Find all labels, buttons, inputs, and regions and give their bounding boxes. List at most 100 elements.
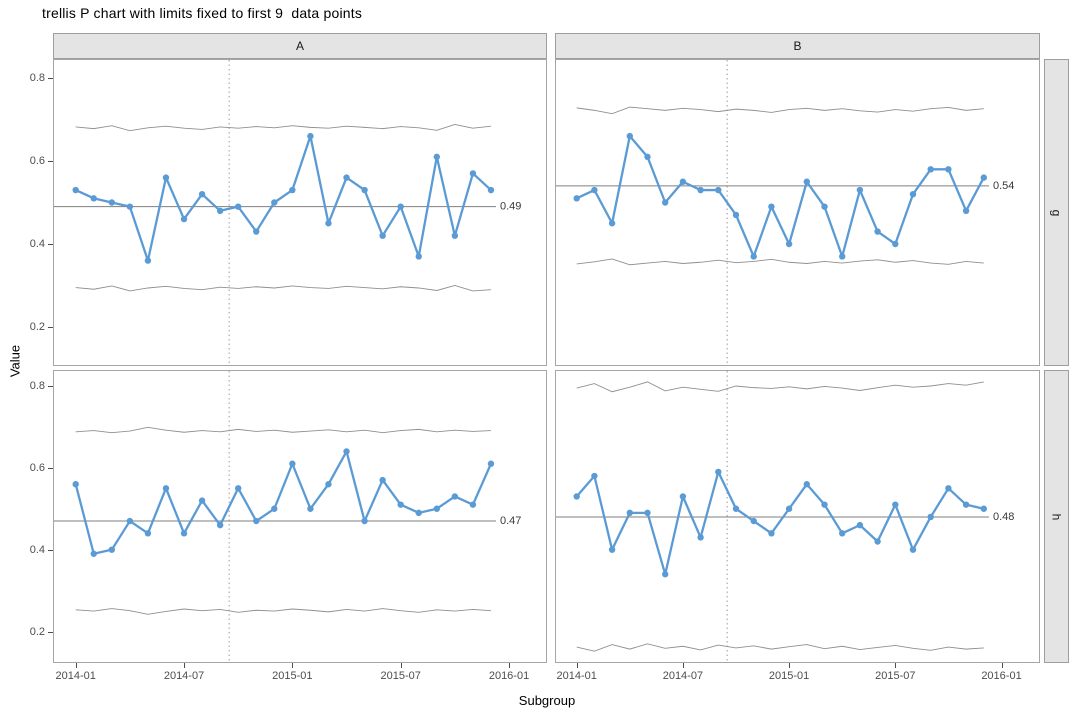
x-axis-title: Subgroup bbox=[518, 693, 576, 708]
lower-control-limit-line bbox=[576, 643, 984, 652]
data-point bbox=[451, 232, 459, 239]
data-point bbox=[253, 228, 260, 235]
center-line-value-label: 0.48 bbox=[993, 511, 1014, 523]
data-point bbox=[945, 485, 952, 492]
data-point bbox=[216, 207, 224, 214]
lower-control-limit-line bbox=[75, 608, 491, 615]
data-point bbox=[433, 505, 440, 512]
data-point bbox=[980, 174, 987, 181]
center-line-value-label: 0.54 bbox=[993, 180, 1014, 192]
data-point bbox=[415, 253, 422, 260]
x-axis-tick-mark bbox=[682, 663, 684, 668]
x-axis-tick-mark bbox=[509, 663, 511, 668]
data-point bbox=[750, 517, 757, 525]
data-point bbox=[644, 509, 651, 517]
data-point bbox=[821, 501, 828, 508]
data-point bbox=[487, 186, 495, 194]
panel-border bbox=[53, 370, 547, 663]
data-point bbox=[379, 232, 386, 239]
data-point bbox=[874, 228, 881, 235]
data-point bbox=[343, 174, 350, 181]
data-point bbox=[715, 468, 722, 476]
center-line-value-label: 0.47 bbox=[500, 515, 521, 527]
data-point bbox=[271, 199, 278, 206]
data-point bbox=[874, 538, 881, 545]
data-point bbox=[126, 203, 134, 210]
data-point bbox=[644, 153, 651, 161]
data-point bbox=[325, 481, 332, 488]
data-point bbox=[927, 166, 934, 173]
data-point bbox=[162, 485, 170, 492]
data-point bbox=[962, 207, 970, 214]
data-point bbox=[198, 191, 206, 198]
data-point bbox=[750, 253, 757, 260]
data-point bbox=[415, 509, 422, 517]
x-axis-tick-label: 2014-01 bbox=[556, 670, 597, 682]
facet-strip-row-h-label: h bbox=[1049, 513, 1064, 520]
data-point bbox=[72, 186, 79, 194]
upper-control-limit-line bbox=[75, 426, 491, 434]
data-point bbox=[361, 186, 368, 194]
data-point bbox=[856, 186, 864, 194]
data-point bbox=[732, 211, 740, 219]
x-axis-tick-mark bbox=[184, 663, 186, 668]
data-point bbox=[397, 501, 404, 508]
data-point bbox=[945, 166, 952, 173]
data-point bbox=[697, 186, 704, 194]
data-point bbox=[785, 240, 793, 248]
y-axis-tick-label: 0.2 bbox=[29, 321, 45, 333]
facet-strip-col-b-label: B bbox=[793, 39, 802, 53]
data-point bbox=[234, 203, 242, 210]
facet-strip-col-a-label: A bbox=[295, 39, 304, 53]
x-axis-tick-label: 2015-01 bbox=[272, 670, 313, 682]
data-point bbox=[469, 501, 477, 508]
data-point bbox=[803, 178, 810, 185]
data-point bbox=[216, 521, 224, 529]
y-axis-tick-label: 0.8 bbox=[29, 380, 45, 392]
data-point bbox=[715, 186, 722, 194]
data-point bbox=[144, 257, 152, 264]
data-point bbox=[591, 472, 598, 480]
y-axis-tick-label: 0.8 bbox=[29, 72, 45, 84]
data-point bbox=[980, 505, 987, 512]
data-point bbox=[679, 493, 687, 500]
x-axis-tick-mark bbox=[292, 663, 294, 668]
x-axis-tick-mark bbox=[895, 663, 897, 668]
data-line bbox=[74, 450, 493, 555]
data-point bbox=[626, 509, 633, 517]
panel-col-a-row-g: 0.49 bbox=[53, 59, 547, 366]
data-point bbox=[361, 517, 368, 525]
data-point bbox=[72, 481, 79, 488]
data-point bbox=[271, 505, 278, 512]
x-axis-tick-label: 2016-01 bbox=[981, 670, 1022, 682]
data-point bbox=[162, 174, 170, 181]
y-axis-tick-label: 0.4 bbox=[29, 543, 45, 556]
data-point bbox=[325, 220, 332, 227]
data-point bbox=[768, 530, 775, 537]
data-point bbox=[626, 132, 633, 140]
data-point bbox=[198, 497, 206, 504]
data-point bbox=[927, 513, 934, 521]
data-point bbox=[573, 493, 580, 500]
chart-title: trellis P chart with limits fixed to fir… bbox=[42, 5, 363, 21]
panel-border bbox=[555, 59, 1040, 366]
y-axis-tick-label: 0.6 bbox=[29, 155, 45, 167]
facet-strip-row-g: g bbox=[1044, 59, 1069, 366]
data-point bbox=[785, 505, 793, 512]
facet-strip-col-a: A bbox=[53, 33, 547, 59]
data-point bbox=[433, 153, 440, 161]
x-axis-tick-label: 2016-01 bbox=[488, 670, 530, 682]
panel-border bbox=[555, 370, 1040, 663]
panel-col-a-row-h: 0.47 bbox=[53, 370, 547, 663]
x-axis-tick-mark bbox=[789, 663, 791, 668]
data-point bbox=[108, 199, 116, 206]
center-line-value-label: 0.49 bbox=[500, 201, 521, 213]
data-point bbox=[307, 132, 314, 140]
data-point bbox=[180, 215, 188, 223]
data-point bbox=[90, 550, 97, 557]
data-point bbox=[909, 191, 917, 198]
data-point bbox=[90, 195, 97, 202]
x-axis-tick-label: 2015-01 bbox=[768, 670, 810, 682]
data-point bbox=[856, 521, 864, 529]
